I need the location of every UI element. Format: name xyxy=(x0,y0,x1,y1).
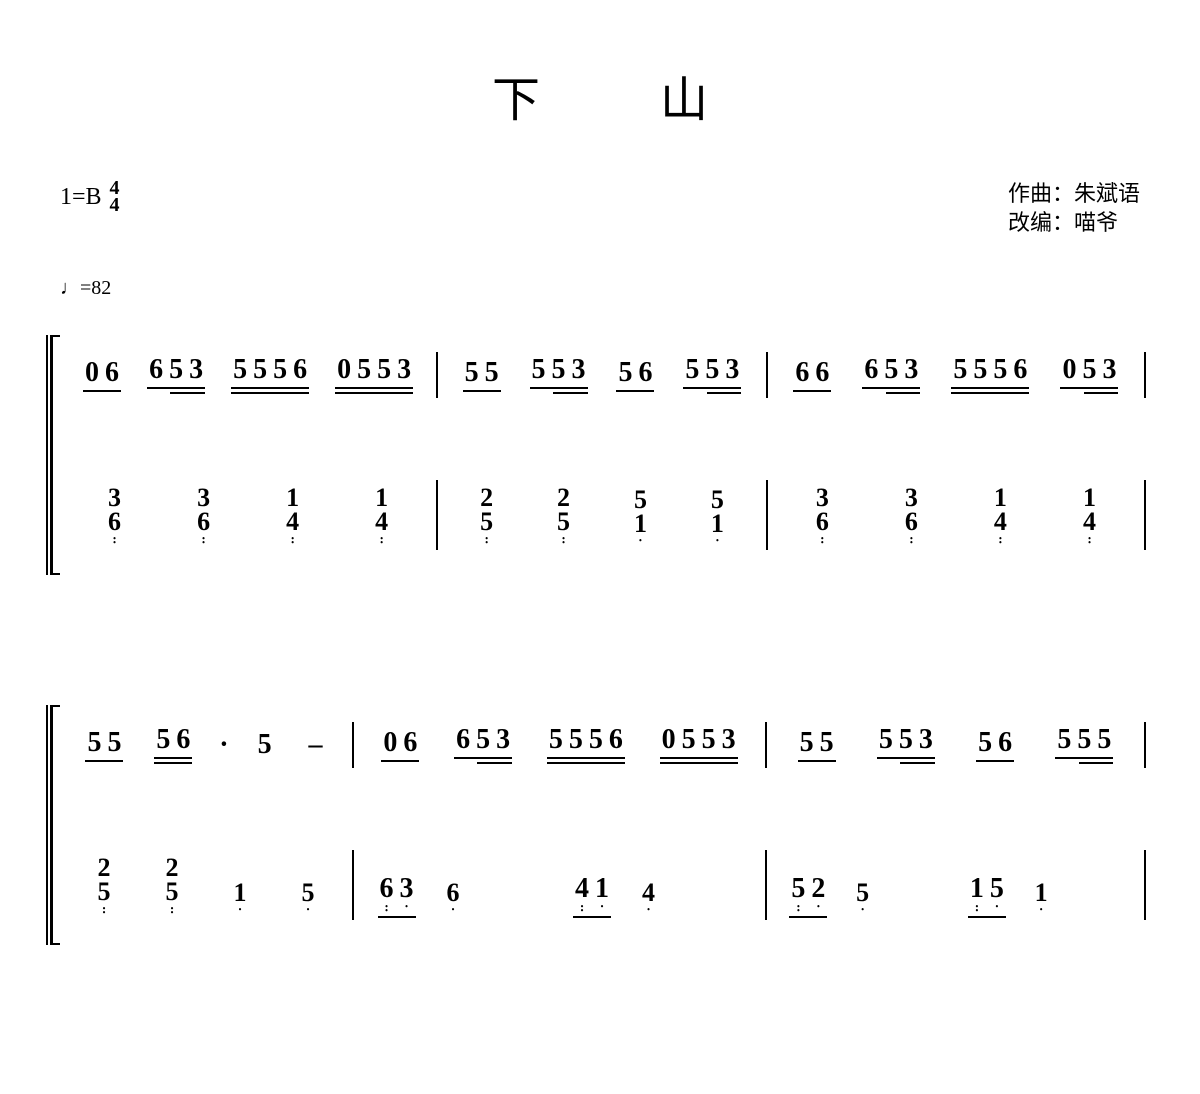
barline xyxy=(1144,722,1146,768)
system-1: 06 653 5556 0553 55 553 56 553 66 653 55… xyxy=(50,335,1150,575)
barline xyxy=(436,352,438,398)
chord: 14•• xyxy=(286,486,299,545)
chord: 14•• xyxy=(994,486,1007,545)
song-title: 下山 xyxy=(170,60,1150,130)
barline xyxy=(765,850,767,920)
key-text: 1=B xyxy=(60,184,102,211)
staff-upper-1: 06 653 5556 0553 55 553 56 553 66 653 55… xyxy=(64,335,1150,415)
chord: 36•• xyxy=(905,486,918,545)
chord: 36•• xyxy=(816,486,829,545)
measure: 55 553 56 555 xyxy=(771,705,1140,785)
note: 6• xyxy=(447,881,460,912)
note: 5• xyxy=(302,881,315,912)
chord: 36•• xyxy=(108,486,121,545)
bracket-icon xyxy=(50,335,60,575)
measure: 5•• 2• 5• 1•• 5• 1• xyxy=(771,836,1140,956)
chord: 36•• xyxy=(197,486,210,545)
measure: 36•• 36•• 14•• 14•• xyxy=(772,455,1140,575)
note: 1• xyxy=(234,881,247,912)
credits: 作曲：朱斌语 改编：喵爷 xyxy=(1008,180,1140,237)
barline xyxy=(436,480,438,550)
key-signature: 1=B 4 4 xyxy=(60,180,120,214)
composer-line: 作曲：朱斌语 xyxy=(1008,180,1140,209)
barline xyxy=(765,722,767,768)
chord: 25•• xyxy=(557,486,570,545)
note: 4• xyxy=(642,881,655,912)
chord: 25•• xyxy=(480,486,493,545)
measure: 36•• 36•• 14•• 14•• xyxy=(64,455,432,575)
barline xyxy=(1144,480,1146,550)
barline xyxy=(1144,850,1146,920)
measure: 55 56 · 5 – xyxy=(64,705,348,785)
measure: 55 553 56 553 xyxy=(442,335,762,415)
time-bot: 4 xyxy=(110,197,120,214)
dash: – xyxy=(308,729,322,761)
measure: 06 653 5556 0553 xyxy=(64,335,432,415)
chord: 14•• xyxy=(375,486,388,545)
bracket-icon xyxy=(50,705,60,945)
system-2: 55 56 · 5 – 06 653 5556 0553 55 553 56 5… xyxy=(50,705,1150,945)
measure: 06 653 5556 0553 xyxy=(358,705,761,785)
measure: 25•• 25•• 51• 51• xyxy=(442,455,762,575)
arranger-line: 改编：喵爷 xyxy=(1008,209,1140,238)
note: 1• xyxy=(1035,881,1048,912)
measure: 6•• 3• 6• 4•• 1• 4• xyxy=(358,836,761,956)
chord: 25•• xyxy=(98,856,111,915)
dot: · xyxy=(219,729,228,761)
meta-row: 1=B 4 4 作曲：朱斌语 改编：喵爷 xyxy=(50,180,1150,237)
barline xyxy=(1144,352,1146,398)
sheet-music-page: 下山 1=B 4 4 作曲：朱斌语 改编：喵爷 ♩=82 06 653 xyxy=(0,0,1200,1094)
chord: 25•• xyxy=(166,856,179,915)
tempo-mark: ♩=82 xyxy=(50,277,1150,300)
measure: 66 653 5556 053 xyxy=(772,335,1140,415)
staff-lower-2: 25•• 25•• 1• 5• 6•• 3• 6• 4•• 1• 4• xyxy=(64,825,1150,945)
time-signature: 4 4 xyxy=(110,180,120,214)
chord: 14•• xyxy=(1083,486,1096,545)
staff-upper-2: 55 56 · 5 – 06 653 5556 0553 55 553 56 5… xyxy=(64,705,1150,785)
note: 5• xyxy=(856,881,869,912)
staff-lower-1: 36•• 36•• 14•• 14•• 25•• 25•• 51• 51• 36… xyxy=(64,455,1150,575)
note: 5 xyxy=(258,729,272,761)
barline xyxy=(766,480,768,550)
barline xyxy=(352,850,354,920)
barline xyxy=(352,722,354,768)
measure: 25•• 25•• 1• 5• xyxy=(64,825,348,945)
barline xyxy=(766,352,768,398)
chord: 51• xyxy=(711,488,724,543)
chord: 51• xyxy=(634,488,647,543)
